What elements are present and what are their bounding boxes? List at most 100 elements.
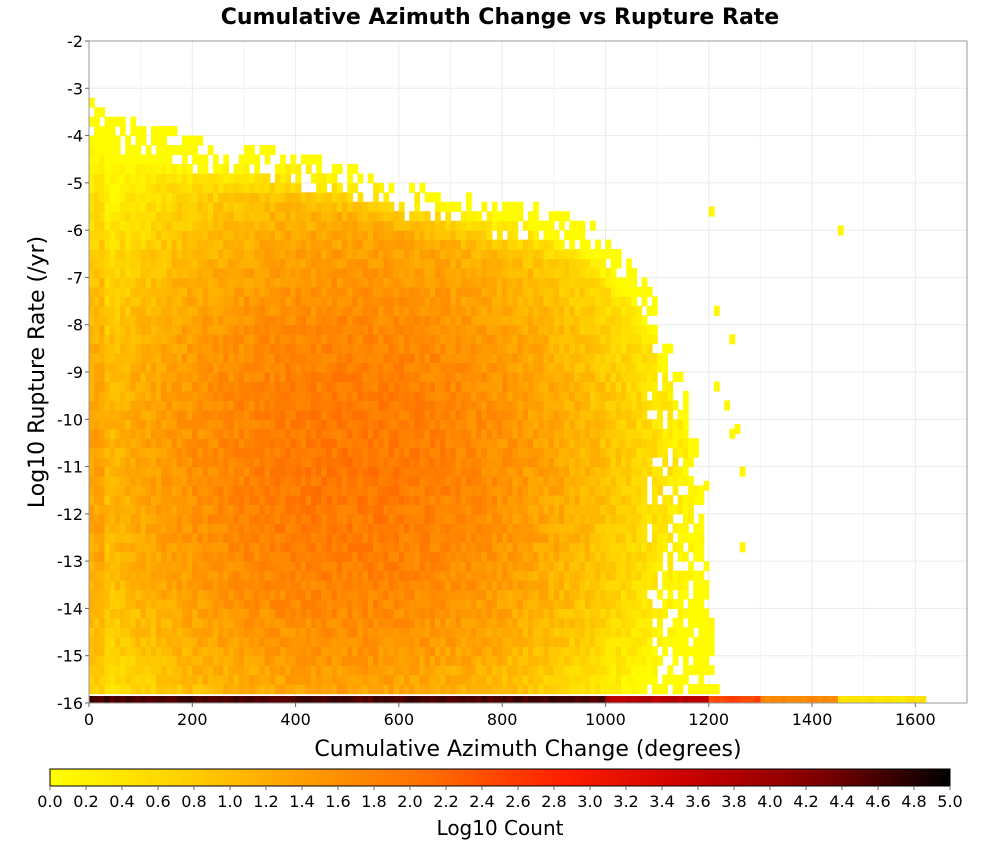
heatmap-cell	[393, 513, 400, 524]
heatmap-cell	[104, 674, 111, 685]
heatmap-cell	[269, 296, 276, 307]
heatmap-cell	[373, 362, 379, 373]
heatmap-cell	[161, 428, 168, 439]
heatmap-cell	[543, 542, 550, 553]
heatmap-cell	[300, 400, 307, 411]
heatmap-cell	[383, 570, 390, 581]
heatmap-cell	[393, 305, 400, 316]
heatmap-cell	[393, 684, 400, 695]
heatmap-cell	[491, 646, 498, 657]
heatmap-cell	[507, 428, 514, 439]
heatmap-cell	[259, 542, 266, 553]
heatmap-cell	[192, 372, 199, 383]
heatmap-cell	[99, 381, 106, 392]
heatmap-cell	[429, 504, 436, 515]
heatmap-cell	[176, 192, 183, 203]
heatmap-cell	[352, 617, 359, 628]
heatmap-cell	[362, 476, 369, 487]
heatmap-cell	[409, 239, 415, 250]
heatmap-cell	[233, 476, 240, 487]
heatmap-cell	[295, 646, 302, 657]
heatmap-cell	[218, 655, 224, 666]
heatmap-cell	[254, 636, 261, 647]
heatmap-cell	[254, 542, 261, 553]
heatmap-cell	[207, 665, 214, 676]
heatmap-cell	[228, 561, 235, 572]
heatmap-cell	[378, 674, 384, 685]
heatmap-cell	[264, 409, 271, 420]
heatmap-cell	[378, 230, 384, 241]
heatmap-cell	[290, 381, 297, 392]
heatmap-cell	[192, 305, 199, 316]
heatmap-cell	[156, 390, 162, 401]
heatmap-cell	[362, 589, 369, 600]
heatmap-cell	[362, 239, 369, 250]
heatmap-cell	[466, 617, 472, 628]
heatmap-cell	[243, 542, 250, 553]
heatmap-cell	[404, 353, 410, 364]
heatmap-cell	[140, 201, 147, 212]
heatmap-cell	[125, 655, 131, 666]
heatmap-cell	[512, 334, 519, 345]
heatmap-cell	[223, 154, 230, 165]
heatmap-cell	[228, 428, 235, 439]
heatmap-cell	[125, 665, 131, 676]
heatmap-cell	[497, 428, 503, 439]
heatmap-cell	[150, 239, 157, 250]
heatmap-cell	[533, 419, 539, 430]
heatmap-cell	[460, 267, 467, 279]
heatmap-cell	[94, 192, 100, 203]
heatmap-cell	[264, 684, 271, 695]
heatmap-cell	[373, 343, 379, 354]
heatmap-cell	[336, 466, 343, 477]
heatmap-cell	[507, 570, 514, 581]
heatmap-cell	[414, 324, 421, 335]
heatmap-cell	[135, 343, 142, 354]
heatmap-cell	[145, 561, 152, 572]
heatmap-cell	[238, 608, 245, 619]
heatmap-cell	[528, 457, 534, 468]
heatmap-cell	[367, 409, 374, 420]
heatmap-cell	[347, 466, 353, 477]
heatmap-cell	[538, 617, 545, 628]
heatmap-cell	[207, 466, 214, 477]
heatmap-cell	[321, 627, 328, 638]
heatmap-cell	[150, 523, 157, 534]
heatmap-cell	[435, 674, 441, 685]
heatmap-cell	[130, 249, 137, 260]
heatmap-cell	[285, 239, 292, 250]
heatmap-cell	[249, 173, 255, 184]
heatmap-cell	[207, 353, 214, 364]
heatmap-cell	[125, 504, 131, 515]
heatmap-cell	[398, 551, 405, 562]
heatmap-cell	[445, 447, 452, 458]
heatmap-cell	[497, 230, 503, 241]
heatmap-cell	[89, 598, 95, 610]
heatmap-cell	[383, 428, 390, 439]
heatmap-cell	[352, 494, 359, 505]
heatmap-cell	[238, 353, 245, 364]
heatmap-cell	[481, 570, 488, 581]
heatmap-cell	[285, 362, 292, 373]
heatmap-cell	[161, 324, 168, 335]
heatmap-cell	[435, 192, 441, 203]
heatmap-cell	[109, 409, 116, 420]
heatmap-cell	[290, 476, 297, 487]
heatmap-cell	[140, 239, 147, 250]
heatmap-cell	[471, 457, 477, 468]
heatmap-cell	[460, 390, 467, 401]
heatmap-cell	[114, 220, 121, 231]
heatmap-cell	[517, 438, 524, 449]
heatmap-cell	[176, 372, 183, 383]
heatmap-cell	[109, 466, 116, 477]
heatmap-cell	[104, 154, 111, 165]
heatmap-cell	[295, 296, 302, 307]
heatmap-cell	[481, 504, 488, 515]
heatmap-cell	[264, 220, 271, 231]
heatmap-cell	[135, 447, 142, 458]
heatmap-cell	[264, 239, 271, 250]
heatmap-cell	[290, 494, 297, 505]
heatmap-cell	[321, 447, 328, 458]
heatmap-cell	[497, 476, 503, 487]
heatmap-cell	[316, 334, 323, 345]
